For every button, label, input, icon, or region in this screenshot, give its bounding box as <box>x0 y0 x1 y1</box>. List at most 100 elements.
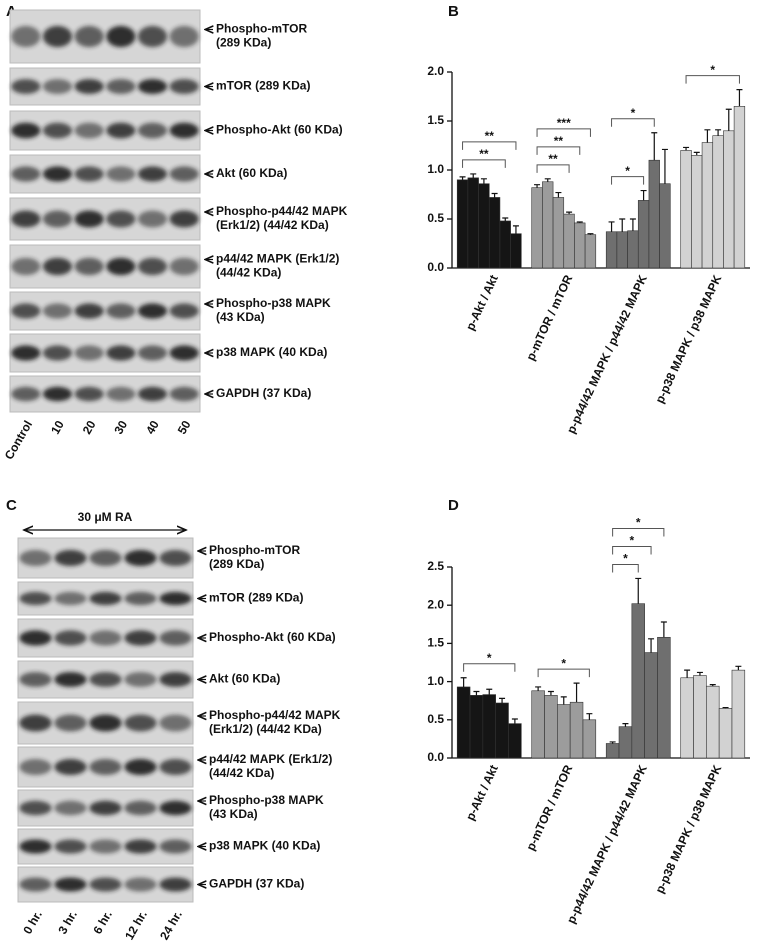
lane-label: 20 <box>80 418 99 437</box>
blot-band <box>124 630 157 646</box>
y-tick-label: 0.0 <box>427 750 444 764</box>
blot-band <box>74 210 104 228</box>
blot-band <box>89 591 122 606</box>
blot-band <box>54 839 87 854</box>
y-tick-label: 2.5 <box>427 559 444 573</box>
error-bar <box>709 684 716 687</box>
significance-label: * <box>625 164 630 178</box>
y-tick-label: 2.0 <box>427 64 444 78</box>
blot-band <box>159 800 192 816</box>
lane-label: 0 hr. <box>20 908 44 936</box>
bar <box>456 686 471 759</box>
blot-band <box>137 166 168 182</box>
x-tick-label: p-Akt / Akt <box>463 763 501 823</box>
error-bar <box>470 173 477 178</box>
blot-band <box>42 257 73 276</box>
bar <box>616 231 628 269</box>
error-bar <box>661 148 668 184</box>
blot-band <box>106 122 136 139</box>
significance-label: * <box>631 106 636 120</box>
blot-label: (Erk1/2) (44/42 KDa) <box>216 218 329 232</box>
blot-band <box>169 386 199 402</box>
bar <box>706 685 720 759</box>
error-bar <box>573 682 580 703</box>
blot-band <box>159 714 192 732</box>
blot-band <box>42 303 73 319</box>
bar <box>488 197 501 269</box>
blot-strip <box>9 244 201 289</box>
blot-strip <box>9 197 201 241</box>
blot-band <box>169 79 199 94</box>
blot-band <box>42 345 73 361</box>
blot-band <box>11 122 41 139</box>
error-bar <box>736 89 743 107</box>
significance-bracket <box>536 128 591 137</box>
error-bar <box>704 129 711 143</box>
blot-band <box>54 714 87 732</box>
significance-bracket <box>462 141 517 150</box>
blot-band <box>124 714 157 732</box>
blot-band <box>89 800 122 816</box>
blot-band <box>11 303 41 319</box>
blot-band <box>11 345 41 361</box>
error-bar <box>576 221 583 223</box>
y-tick-label: 2.0 <box>427 597 444 611</box>
bar <box>531 187 543 269</box>
blot-band <box>11 386 41 402</box>
error-bar <box>547 690 554 696</box>
bar <box>557 704 571 759</box>
bar <box>627 230 639 269</box>
error-bar <box>534 184 541 188</box>
bar <box>631 603 645 759</box>
blot-label: p38 MAPK (40 KDa) <box>216 345 327 359</box>
bar <box>691 155 703 269</box>
significance-label: * <box>630 534 635 548</box>
blot-band <box>159 877 192 892</box>
blot-band <box>124 672 157 687</box>
blot-band <box>106 79 136 94</box>
blot-band <box>11 25 41 48</box>
blot-band <box>19 759 52 775</box>
blot-band <box>89 672 122 687</box>
blot-band <box>169 345 199 361</box>
significance-label: * <box>636 516 641 530</box>
bar <box>544 695 558 759</box>
error-bar <box>609 741 616 744</box>
blot-label: Phospho-mTOR <box>216 22 307 36</box>
lane-label: 40 <box>143 418 162 437</box>
blot-band <box>137 210 168 228</box>
y-tick-label: 0.5 <box>427 211 444 225</box>
bar <box>495 702 509 759</box>
y-tick-label: 0.0 <box>427 260 444 274</box>
blot-band <box>124 877 157 892</box>
blot-band <box>106 386 136 402</box>
blot-label: p44/42 MAPK (Erk1/2) <box>216 252 339 266</box>
y-tick-label: 1.5 <box>427 113 444 127</box>
bar <box>648 159 660 269</box>
bar <box>693 675 707 759</box>
lane-label: 30 <box>111 418 130 437</box>
blot-band <box>42 25 73 48</box>
blot-strip <box>9 291 201 331</box>
significance-label: ** <box>479 147 489 161</box>
blot-label: Phospho-p44/42 MAPK <box>216 204 348 218</box>
error-bar <box>635 577 642 604</box>
bar <box>701 142 714 269</box>
blot-band <box>54 591 87 606</box>
error-bar <box>619 218 626 232</box>
error-bar <box>725 108 732 131</box>
blot-band <box>169 166 199 182</box>
significance-bracket <box>537 668 590 678</box>
bar <box>563 213 575 269</box>
blot-band <box>19 672 52 687</box>
bar <box>605 231 618 269</box>
y-tick-label: 0.5 <box>427 712 444 726</box>
blot-band <box>74 386 104 402</box>
lane-label: 10 <box>48 418 67 437</box>
significance-bracket <box>612 563 639 573</box>
blot-label: Phospho-Akt (60 KDa) <box>216 123 343 137</box>
blot-band <box>54 759 87 775</box>
significance-label: ** <box>548 152 558 166</box>
blot-band <box>137 303 168 319</box>
x-tick-label: p-mTOR / mTOR <box>523 272 575 362</box>
